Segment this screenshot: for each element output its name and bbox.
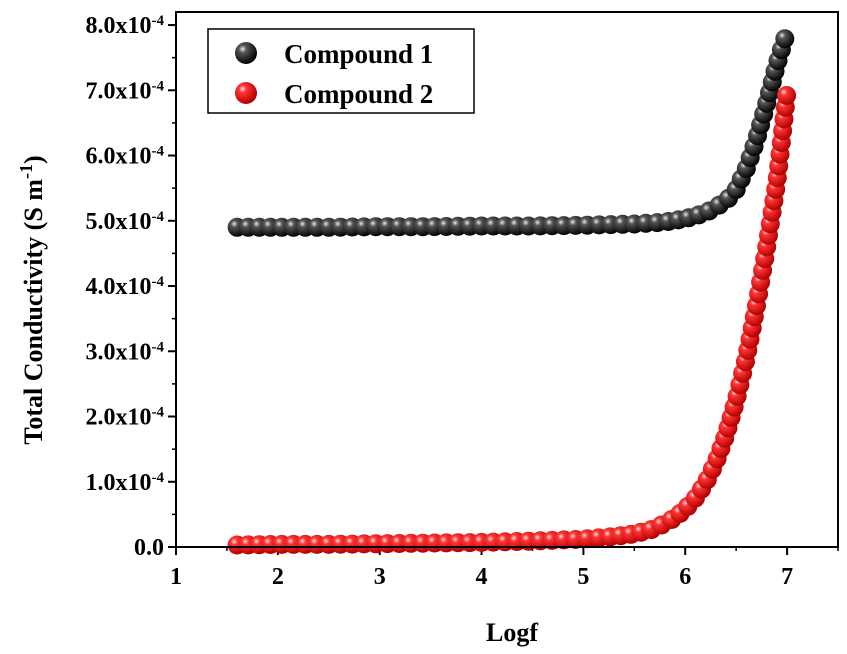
x-tick-label-1: 2 <box>272 564 284 590</box>
y-tick-label-main-3: 3.0x10 <box>86 339 152 365</box>
y-tick-label-main-2: 2.0x10 <box>86 405 152 431</box>
y-tick-label-sup-5: -4 <box>152 209 165 225</box>
x-tick-label-3: 4 <box>476 564 488 590</box>
series-2 <box>227 86 797 555</box>
y-tick-label-sup-2: -4 <box>152 405 165 421</box>
y-tick-label-sup-1: -4 <box>152 470 165 486</box>
y-axis-title-close: ) <box>19 155 48 164</box>
x-tick-label-4: 5 <box>577 564 589 590</box>
y-tick-label-5: 5.0x10-4 <box>86 209 165 235</box>
y-tick-label-main-7: 7.0x10 <box>86 78 152 104</box>
x-tick-label-6: 7 <box>781 564 793 590</box>
y-tick-label-main-0: 0.0 <box>134 535 164 561</box>
y-tick-label-main-6: 6.0x10 <box>86 144 152 170</box>
legend-label-compound-2: Compound 2 <box>284 79 433 109</box>
y-tick-label-sup-8: -4 <box>152 13 165 29</box>
legend-label-compound-1: Compound 1 <box>284 39 433 69</box>
series-2-point <box>777 86 797 105</box>
data-points <box>227 29 797 555</box>
x-tick-label-5: 6 <box>679 564 691 590</box>
y-axis-ticks: 0.01.0x10-42.0x10-43.0x10-44.0x10-45.0x1… <box>86 13 176 561</box>
y-tick-label-2: 2.0x10-4 <box>86 405 165 431</box>
series-1 <box>227 29 795 237</box>
y-tick-label-sup-7: -4 <box>152 78 165 94</box>
y-tick-label-4: 4.0x10-4 <box>86 274 165 300</box>
y-tick-label-8: 8.0x10-4 <box>86 13 165 39</box>
legend-marker-compound-2 <box>235 82 257 104</box>
y-axis-title-text: Total Conductivity (S m <box>19 179 48 445</box>
x-tick-label-2: 3 <box>374 564 386 590</box>
y-tick-label-1: 1.0x10-4 <box>86 470 165 496</box>
y-tick-label-3: 3.0x10-4 <box>86 339 165 365</box>
y-tick-label-0: 0.0 <box>134 535 164 561</box>
y-tick-label-main-5: 5.0x10 <box>86 209 152 235</box>
y-axis-title-sup: -1 <box>16 164 36 179</box>
y-tick-label-main-8: 8.0x10 <box>86 13 152 39</box>
x-axis-title: Logf <box>486 618 538 647</box>
y-tick-label-sup-6: -4 <box>152 144 165 160</box>
y-tick-label-main-1: 1.0x10 <box>86 470 152 496</box>
y-tick-label-sup-3: -4 <box>152 339 165 355</box>
y-tick-label-main-4: 4.0x10 <box>86 274 152 300</box>
y-tick-label-7: 7.0x10-4 <box>86 78 165 104</box>
series-1-point <box>775 29 795 49</box>
legend: Compound 1 Compound 2 <box>207 28 475 114</box>
y-axis-title: Total Conductivity (S m-1) <box>16 155 48 444</box>
x-tick-label-0: 1 <box>170 564 182 590</box>
legend-marker-compound-1 <box>235 42 257 64</box>
y-tick-label-6: 6.0x10-4 <box>86 144 165 170</box>
plot-frame <box>175 11 839 548</box>
y-tick-label-sup-4: -4 <box>152 274 165 290</box>
